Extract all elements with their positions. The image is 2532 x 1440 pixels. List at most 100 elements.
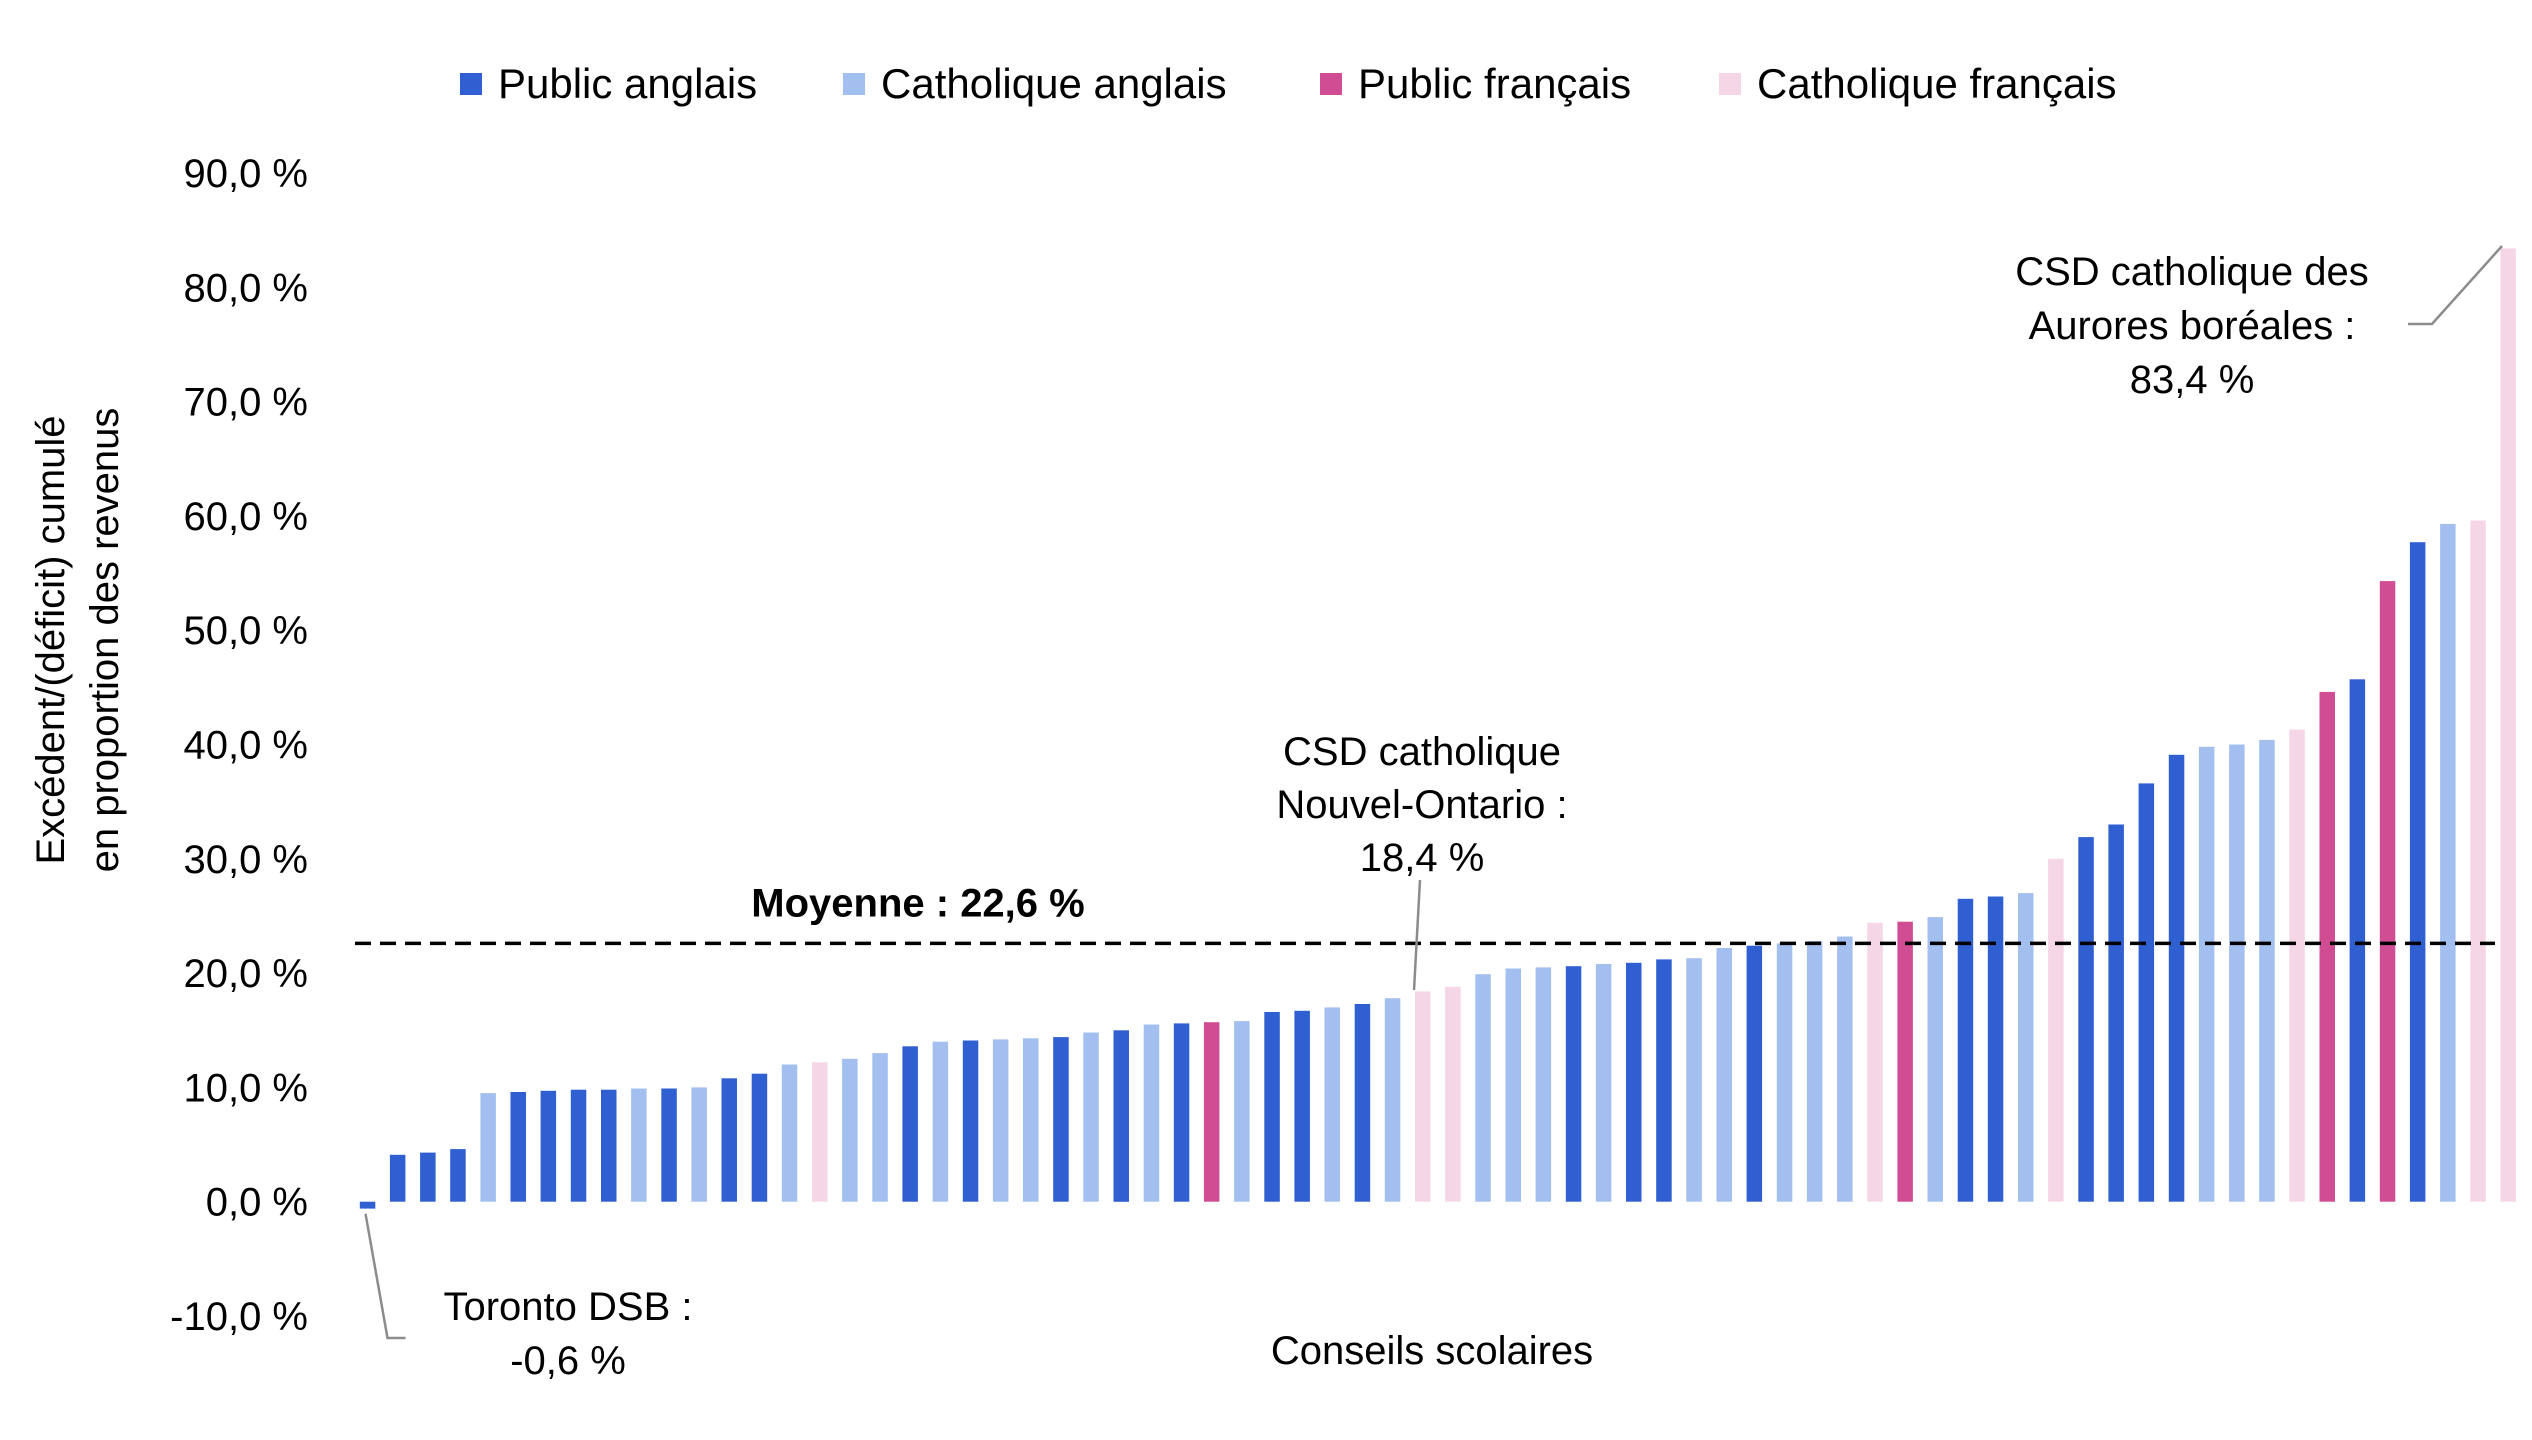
bar — [1203, 1022, 1220, 1202]
bar — [812, 1062, 828, 1202]
annotation: CSD catholique Nouvel-Ontario : 18,4 % — [1276, 730, 1568, 991]
bar — [1626, 962, 1642, 1202]
bar — [661, 1088, 677, 1202]
y-tick-label: 80,0 % — [183, 266, 308, 310]
legend-swatch — [460, 73, 482, 95]
y-tick-label: 0,0 % — [206, 1181, 308, 1225]
bar — [2259, 739, 2275, 1202]
legend-label: Catholique anglais — [881, 60, 1227, 107]
bar — [631, 1088, 647, 1202]
bar — [1445, 986, 1461, 1202]
bar — [359, 1201, 376, 1209]
bar — [932, 1041, 949, 1202]
bar — [2078, 837, 2094, 1202]
bar — [962, 1040, 979, 1202]
bar — [1143, 1024, 1160, 1202]
y-axis-ticks: 90,0 % 80,0 % 70,0 % 60,0 % 50,0 % 40,0 % 30,0… — [170, 152, 308, 1339]
bar — [389, 1154, 406, 1202]
bar — [1656, 959, 1672, 1202]
bar — [2470, 520, 2486, 1202]
bar — [2349, 679, 2366, 1202]
bar — [992, 1039, 1009, 1202]
bar — [1987, 896, 2004, 1202]
annotation: Toronto DSB : -0,6 % — [364, 1213, 693, 1383]
bar — [1776, 943, 1793, 1202]
y-tick-label: 50,0 % — [183, 609, 308, 653]
bar — [1113, 1030, 1129, 1202]
bar — [872, 1053, 888, 1202]
bar — [601, 1089, 617, 1202]
annotation-leader — [1412, 879, 1422, 991]
bar — [902, 1046, 918, 1202]
bar — [1837, 936, 1853, 1202]
y-tick-label: 20,0 % — [183, 952, 308, 996]
bar — [540, 1090, 557, 1202]
annotation: CSD catholique des Aurores boréales : 83,4… — [2015, 245, 2503, 402]
bar — [1927, 917, 1943, 1202]
legend-item-ca: Catholique anglais — [843, 60, 1227, 107]
bar — [1053, 1037, 1069, 1202]
legend: Public anglais Catholique anglais Public f… — [460, 60, 2117, 107]
annotation-text: -0,6 % — [510, 1339, 626, 1383]
bar — [1716, 948, 1732, 1202]
annotation-text: Toronto DSB : — [443, 1285, 692, 1329]
bar — [1415, 991, 1431, 1202]
bar — [2138, 783, 2155, 1202]
legend-item-pf: Public français — [1320, 60, 1631, 107]
y-tick-label: 70,0 % — [183, 381, 308, 425]
bar — [1746, 945, 1763, 1202]
bar — [2500, 248, 2516, 1202]
y-axis-title-line: en proportion des revenus — [83, 408, 127, 873]
legend-swatch — [1320, 73, 1342, 95]
bar — [2168, 754, 2185, 1202]
bar — [1023, 1038, 1039, 1202]
bar — [721, 1078, 737, 1202]
y-tick-label: -10,0 % — [170, 1295, 308, 1339]
annotations: Toronto DSB : -0,6 % CSD catholique Nouvel-… — [364, 245, 2503, 1383]
bar — [2018, 893, 2034, 1202]
legend-item-pa: Public anglais — [460, 60, 757, 107]
annotation-text: Aurores boréales : — [2029, 304, 2356, 348]
y-tick-label: 10,0 % — [183, 1066, 308, 1110]
legend-swatch — [1719, 73, 1741, 95]
bar — [1324, 1007, 1340, 1202]
bar — [2289, 729, 2305, 1202]
bar — [1354, 1004, 1371, 1202]
y-tick-label: 60,0 % — [183, 495, 308, 539]
bar — [1505, 968, 1521, 1202]
bar — [480, 1093, 496, 1202]
bar — [420, 1152, 436, 1202]
bar — [1083, 1032, 1099, 1202]
bars — [359, 248, 2516, 1209]
annotation-leader — [364, 1213, 406, 1340]
bar — [781, 1064, 798, 1202]
y-tick-label: 30,0 % — [183, 838, 308, 882]
bar — [570, 1089, 587, 1202]
bar — [1384, 998, 1401, 1202]
annotation-text: CSD catholique — [1283, 730, 1561, 774]
bar — [450, 1149, 466, 1202]
bar — [2379, 581, 2396, 1202]
annotation-leader — [2408, 245, 2503, 326]
x-axis-title: Conseils scolaires — [1271, 1329, 1593, 1373]
bar — [2409, 542, 2426, 1202]
bar — [2048, 858, 2064, 1202]
legend-item-cf: Catholique français — [1719, 60, 2117, 107]
y-tick-label: 40,0 % — [183, 724, 308, 768]
bar — [1294, 1010, 1310, 1202]
bar — [1897, 921, 1913, 1202]
y-tick-label: 90,0 % — [183, 152, 308, 196]
bar — [1173, 1023, 1190, 1202]
legend-label: Catholique français — [1757, 60, 2117, 107]
average-label: Moyenne : 22,6 % — [751, 881, 1084, 925]
bar — [1475, 974, 1491, 1202]
bar — [842, 1058, 858, 1202]
bar — [1867, 922, 1883, 1202]
bar — [1595, 964, 1612, 1202]
bar — [2440, 523, 2456, 1202]
bar — [691, 1087, 707, 1202]
bar — [1264, 1012, 1280, 1202]
bar — [2198, 746, 2215, 1202]
annotation-text: CSD catholique des — [2015, 250, 2369, 294]
bar — [1957, 898, 1974, 1202]
